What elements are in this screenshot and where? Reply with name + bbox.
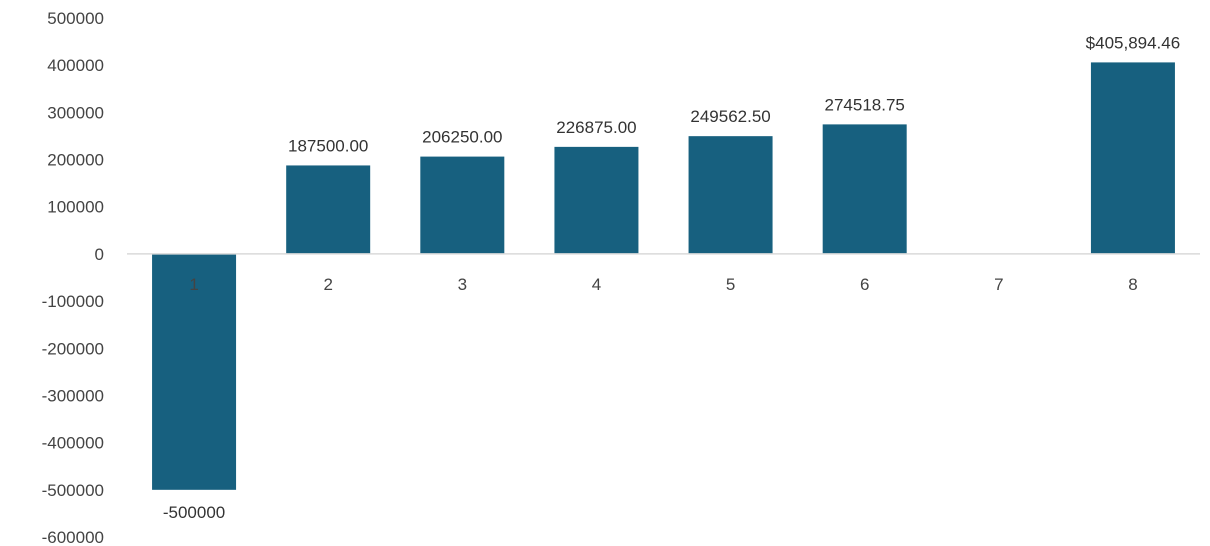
x-tick-label: 2	[323, 275, 332, 294]
x-axis: 1 2 3 4 5 6 7 8	[189, 275, 1137, 294]
x-tick-label: 4	[592, 275, 601, 294]
data-labels-group: -500000 187500.00 206250.00 226875.00 249562…	[163, 33, 1180, 521]
data-label: 274518.75	[825, 95, 905, 114]
data-label: $405,894.46	[1086, 33, 1181, 52]
data-label: 226875.00	[556, 118, 636, 137]
x-tick-label: 3	[458, 275, 467, 294]
data-label: -500000	[163, 503, 225, 522]
y-tick-label: -200000	[42, 339, 104, 358]
y-tick-label: -100000	[42, 292, 104, 311]
y-tick-label: 100000	[47, 198, 104, 217]
y-tick-label: 400000	[47, 56, 104, 75]
y-axis: 500000 400000 300000 200000 100000 0 -100000 -2…	[42, 9, 104, 546]
x-tick-label: 8	[1128, 275, 1137, 294]
bar-4	[554, 146, 639, 254]
y-tick-label: -600000	[42, 528, 104, 546]
x-tick-label: 7	[994, 275, 1003, 294]
bar-3	[420, 156, 505, 254]
bar-6	[822, 124, 907, 254]
data-label: 249562.50	[690, 107, 770, 126]
y-tick-label: 300000	[47, 103, 104, 122]
bar-5	[688, 136, 773, 254]
y-tick-label: -400000	[42, 434, 104, 453]
y-tick-label: -500000	[42, 481, 104, 500]
y-tick-label: 200000	[47, 151, 104, 170]
y-tick-label: 500000	[47, 9, 104, 28]
y-tick-label: -300000	[42, 386, 104, 405]
data-label: 206250.00	[422, 128, 502, 147]
x-tick-label: 1	[189, 275, 198, 294]
data-label: 187500.00	[288, 136, 368, 155]
y-tick-label: 0	[95, 245, 104, 264]
bar-8	[1090, 62, 1175, 254]
x-tick-label: 5	[726, 275, 735, 294]
bars-group	[152, 62, 1175, 490]
x-tick-label: 6	[860, 275, 869, 294]
bar-1	[152, 253, 237, 490]
bar-2	[286, 165, 371, 254]
